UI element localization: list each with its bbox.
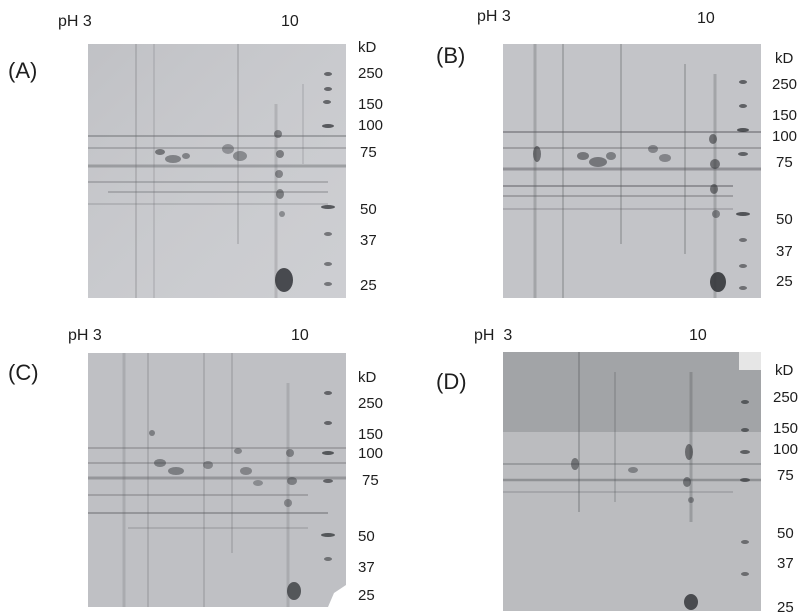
marker-37: 37 bbox=[776, 243, 793, 260]
marker-unit: kD bbox=[358, 369, 377, 386]
marker-50: 50 bbox=[776, 211, 793, 228]
marker-250: 250 bbox=[772, 76, 798, 93]
panel-label: (B) bbox=[436, 43, 466, 68]
marker-100: 100 bbox=[773, 441, 799, 458]
panel-label: (A) bbox=[8, 58, 38, 83]
marker-37: 37 bbox=[777, 555, 794, 572]
marker-50: 50 bbox=[777, 525, 794, 542]
marker-25: 25 bbox=[358, 587, 375, 604]
gel-image bbox=[503, 352, 761, 611]
marker-50: 50 bbox=[358, 528, 375, 545]
ph-range-end: 10 bbox=[291, 327, 309, 344]
marker-25: 25 bbox=[777, 599, 794, 616]
marker-37: 37 bbox=[358, 559, 375, 576]
marker-100: 100 bbox=[358, 117, 384, 134]
marker-25: 25 bbox=[360, 277, 377, 294]
marker-75: 75 bbox=[360, 144, 377, 161]
marker-150: 150 bbox=[773, 420, 799, 437]
marker-150: 150 bbox=[358, 426, 384, 443]
marker-unit: kD bbox=[775, 362, 794, 379]
marker-unit: kD bbox=[358, 39, 377, 56]
marker-250: 250 bbox=[773, 389, 799, 406]
marker-250: 250 bbox=[358, 395, 384, 412]
ph-range-start: pH 3 bbox=[474, 327, 513, 344]
marker-25: 25 bbox=[776, 273, 793, 290]
marker-75: 75 bbox=[362, 472, 379, 489]
panel-label: (D) bbox=[436, 369, 467, 394]
marker-150: 150 bbox=[358, 96, 384, 113]
panel-label: (C) bbox=[8, 360, 39, 385]
gel-image bbox=[88, 44, 346, 298]
ph-range-start: pH 3 bbox=[58, 13, 92, 30]
ph-range-start: pH 3 bbox=[68, 327, 102, 344]
gel-image bbox=[503, 44, 761, 298]
marker-250: 250 bbox=[358, 65, 384, 82]
marker-150: 150 bbox=[772, 107, 798, 124]
marker-37: 37 bbox=[360, 232, 377, 249]
marker-50: 50 bbox=[360, 201, 377, 218]
marker-unit: kD bbox=[775, 50, 794, 67]
marker-75: 75 bbox=[776, 154, 793, 171]
marker-100: 100 bbox=[358, 445, 384, 462]
ph-range-start: pH 3 bbox=[477, 8, 511, 25]
marker-75: 75 bbox=[777, 467, 794, 484]
ph-range-end: 10 bbox=[697, 10, 715, 27]
gel-image bbox=[88, 353, 346, 607]
marker-100: 100 bbox=[772, 128, 798, 145]
ph-range-end: 10 bbox=[689, 327, 707, 344]
ph-range-end: 10 bbox=[281, 13, 299, 30]
